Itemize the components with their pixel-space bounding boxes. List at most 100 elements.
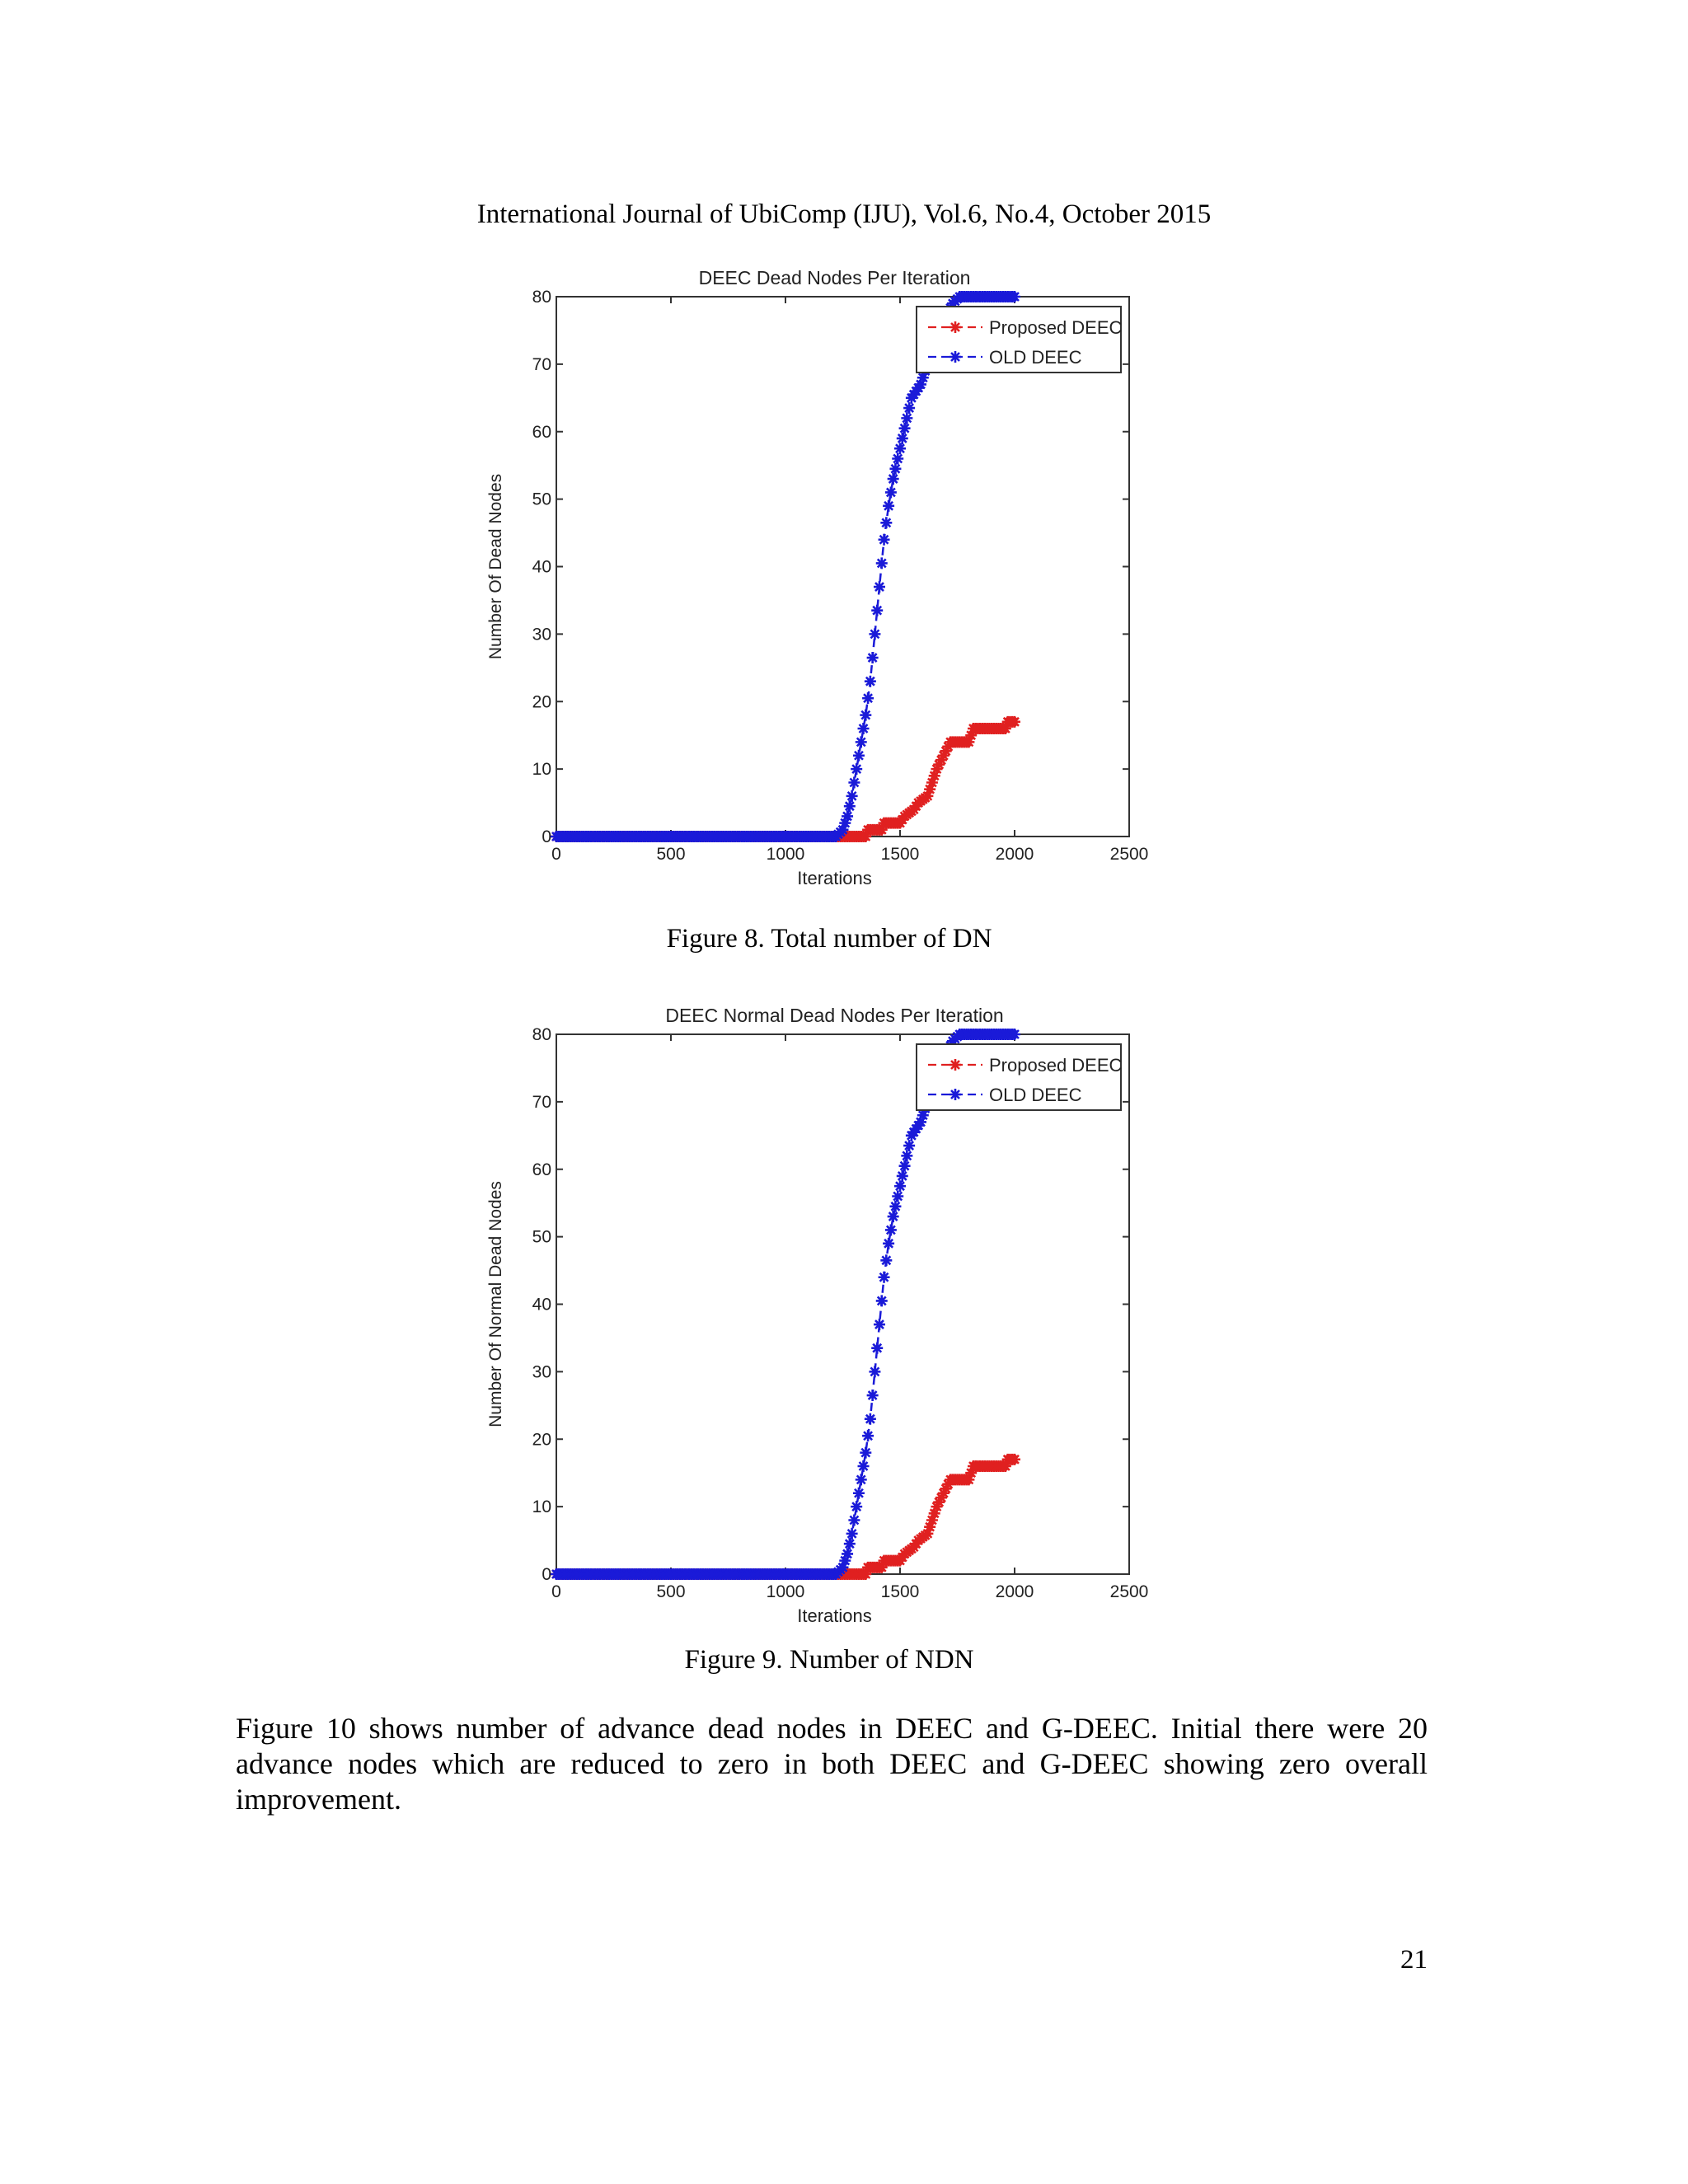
data-point [887, 473, 899, 485]
y-tick-label: 40 [532, 1296, 551, 1315]
data-point [839, 1554, 851, 1567]
y-axis-label: Number Of Dead Nodes [486, 474, 505, 659]
x-tick-label: 500 [656, 1582, 685, 1601]
x-tick-label: 2000 [996, 1582, 1034, 1601]
y-tick-label: 0 [542, 1565, 551, 1584]
data-point [866, 1390, 879, 1402]
data-point [924, 783, 936, 795]
figure-9-svg: DEEC Normal Dead Nodes Per Iteration 0 500… [486, 1005, 1149, 1626]
data-point [869, 628, 881, 640]
series-1 [551, 1029, 1020, 1580]
legend-label: OLD DEEC [989, 347, 1082, 368]
data-point [903, 402, 916, 415]
data-point [862, 1430, 874, 1442]
data-point [857, 1460, 870, 1472]
figure-9-caption: Figure 9. Number of NDN [684, 1645, 974, 1675]
data-point [1009, 715, 1020, 728]
figure-8-caption: Figure 8. Total number of DN [666, 924, 992, 954]
data-point [889, 1200, 902, 1212]
data-point [963, 736, 975, 748]
data-point [965, 1467, 978, 1479]
data-point [963, 1474, 975, 1486]
data-point [928, 1507, 940, 1520]
data-point [857, 723, 870, 734]
data-point [878, 533, 890, 546]
x-tick-label: 500 [656, 845, 685, 864]
data-point [884, 486, 897, 499]
data-point [851, 763, 863, 776]
data-point [878, 1271, 890, 1283]
data-point [848, 776, 860, 789]
data-point [837, 823, 849, 836]
data-point [873, 1319, 885, 1331]
data-point [889, 462, 902, 475]
data-point [866, 652, 879, 664]
legend-label: OLD DEEC [989, 1085, 1082, 1105]
data-point [842, 810, 854, 823]
data-point [1009, 291, 1020, 302]
data-point [860, 709, 872, 721]
legend-marker [950, 1089, 961, 1100]
series-1 [551, 291, 1020, 842]
data-point [839, 817, 851, 829]
data-point [1009, 1029, 1020, 1040]
legend-marker [950, 1059, 961, 1071]
legend-box [916, 1043, 1122, 1111]
data-point [965, 729, 978, 742]
data-point [860, 1446, 872, 1459]
chart-title: DEEC Normal Dead Nodes Per Iteration [665, 1005, 1003, 1026]
data-point [942, 1478, 954, 1490]
data-point [940, 1483, 952, 1495]
data-point [928, 770, 940, 782]
y-tick-label: 20 [532, 692, 551, 711]
x-tick-label: 0 [551, 845, 561, 864]
legend-label: Proposed DEEC [989, 317, 1123, 338]
y-tick-label: 70 [532, 355, 551, 374]
data-point [875, 1561, 888, 1573]
data-point [901, 412, 913, 424]
data-point [921, 1527, 934, 1540]
data-point [999, 1460, 1011, 1472]
legend: Proposed DEEC OLD DEEC [916, 1043, 1123, 1111]
data-point [883, 1237, 895, 1249]
data-point [884, 1224, 897, 1236]
y-tick-label: 50 [532, 1228, 551, 1247]
data-point [892, 1190, 904, 1202]
data-point [852, 749, 865, 762]
data-point [931, 1501, 943, 1513]
data-point [931, 763, 943, 776]
data-point [903, 1140, 916, 1152]
data-point [933, 758, 945, 771]
y-tick-label: 30 [532, 625, 551, 644]
page-number: 21 [1400, 1945, 1428, 1975]
data-point [883, 499, 895, 512]
data-point [915, 1116, 927, 1128]
y-tick-label: 10 [532, 1497, 551, 1516]
data-point [875, 1295, 888, 1307]
y-tick-label: 50 [532, 490, 551, 509]
data-point [898, 422, 911, 434]
figure-8-chart: DEEC Dead Nodes Per Iteration 0 500 1000 150… [478, 260, 1195, 902]
body-paragraph: Figure 10 shows number of advance dead n… [236, 1712, 1428, 1816]
x-tick-label: 1000 [767, 1582, 805, 1601]
data-point [842, 1548, 854, 1560]
data-point [896, 1169, 908, 1182]
legend-box [916, 306, 1122, 373]
y-tick-label: 80 [532, 1025, 551, 1044]
data-point [917, 1109, 929, 1122]
legend-label: Proposed DEEC [989, 1055, 1123, 1076]
data-point [843, 800, 856, 813]
data-point [1009, 1453, 1020, 1465]
data-point [915, 378, 927, 391]
y-tick-label: 60 [532, 1160, 551, 1179]
x-tick-label: 1500 [881, 845, 920, 864]
data-point [855, 1474, 867, 1486]
x-tick-label: 1000 [767, 845, 805, 864]
x-tick-label: 2500 [1110, 1582, 1149, 1601]
data-point [924, 1521, 936, 1533]
data-point [875, 557, 888, 569]
data-point [887, 1211, 899, 1223]
x-axis-label: Iterations [797, 868, 872, 888]
data-point [860, 1568, 872, 1580]
